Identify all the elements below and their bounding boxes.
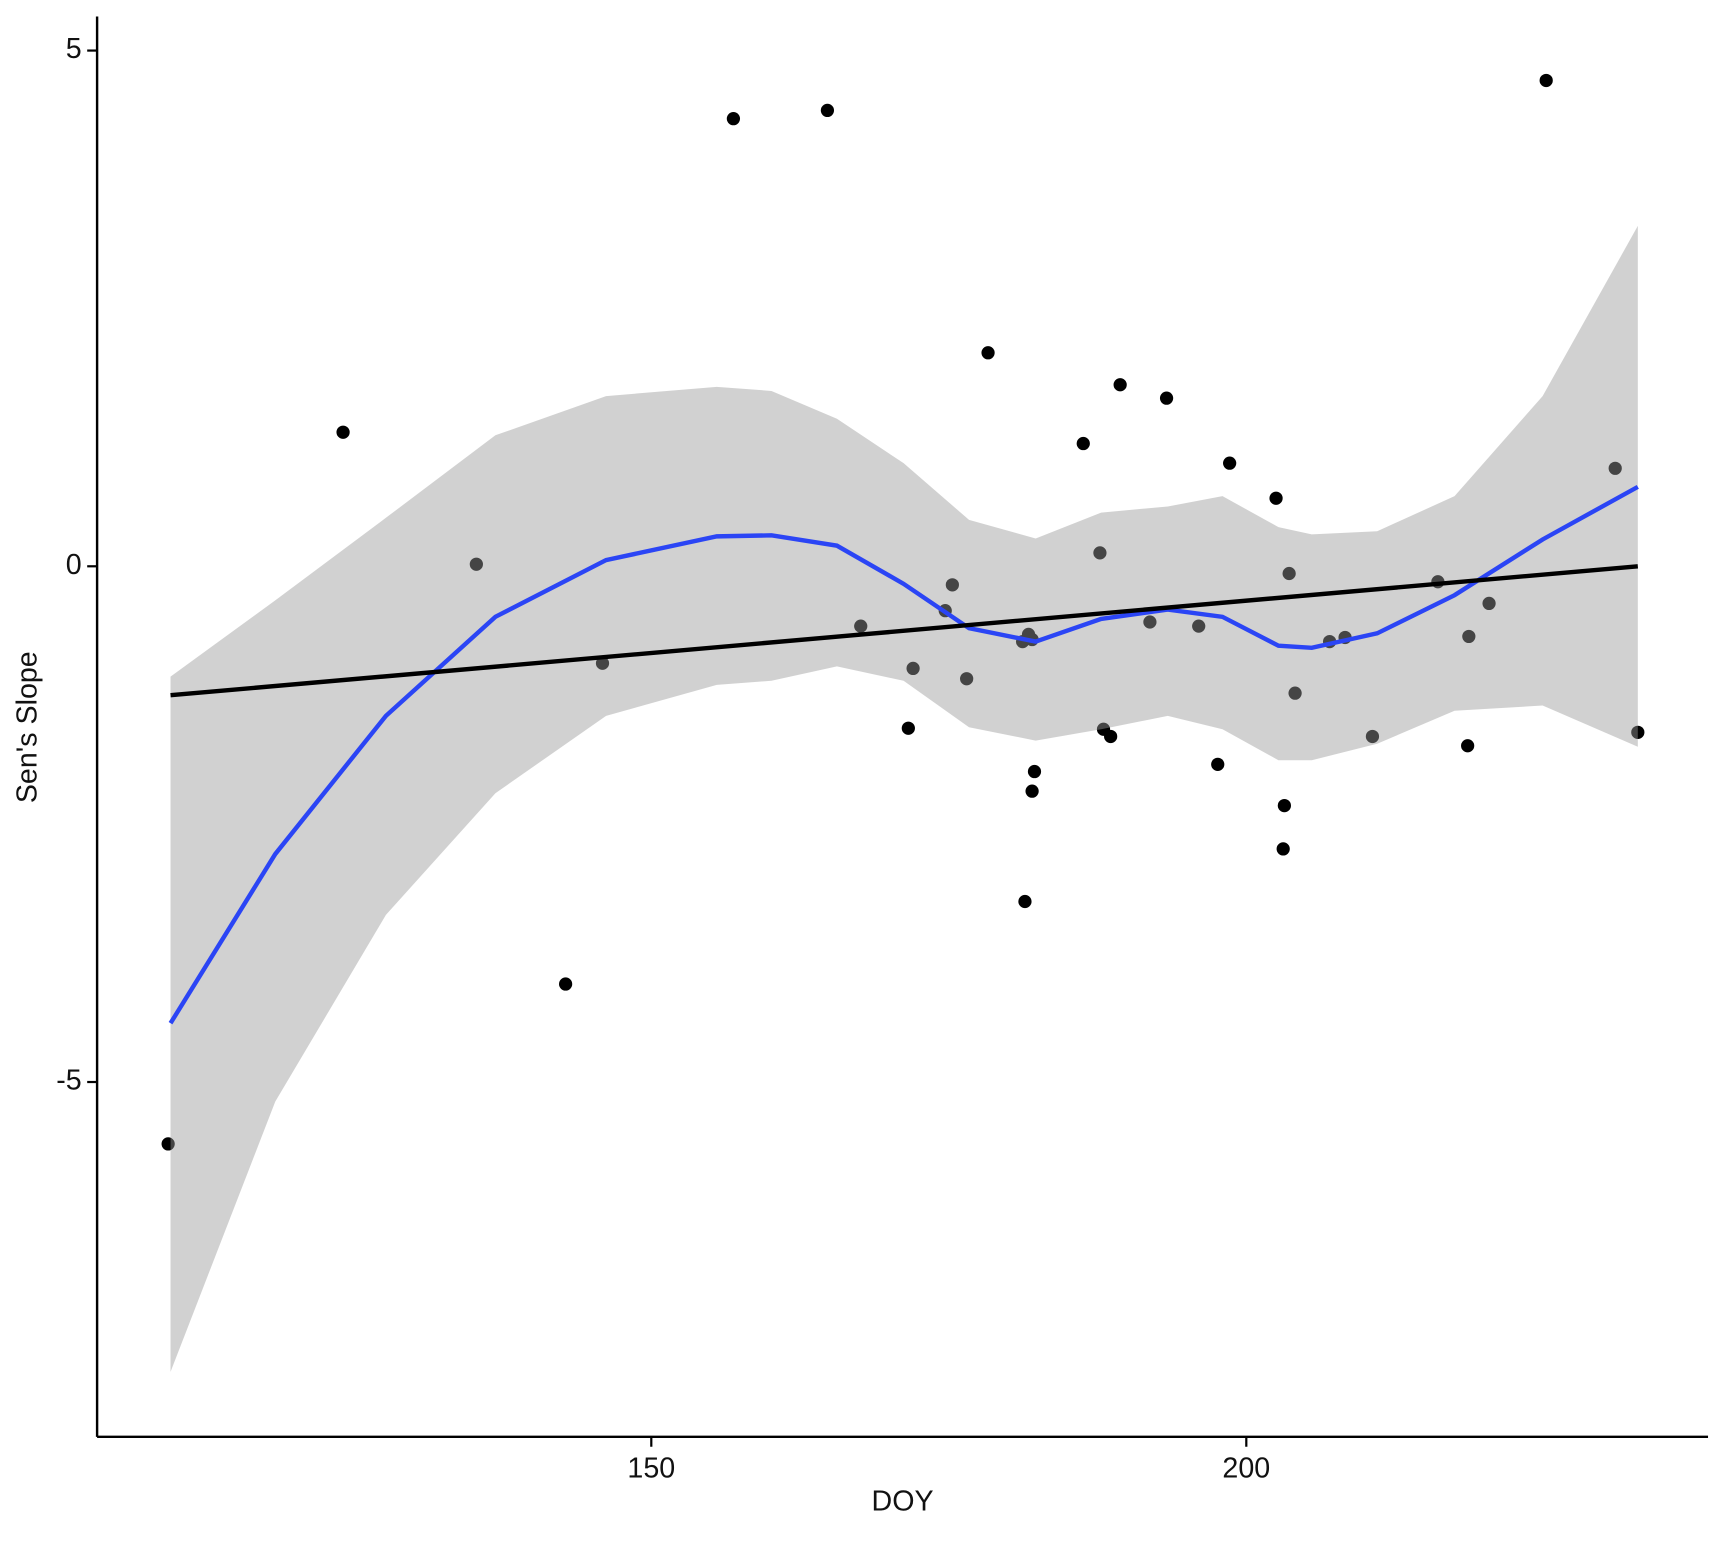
point [559, 977, 573, 991]
point [336, 425, 350, 439]
point [1076, 436, 1090, 451]
point [1608, 461, 1622, 475]
x-axis-label: DOY [872, 1486, 934, 1518]
confidence-band [170, 225, 1638, 1372]
point [1365, 729, 1380, 744]
point [1018, 894, 1032, 909]
point [1143, 615, 1157, 629]
x-tick-label: 150 [627, 1452, 675, 1484]
point [1159, 391, 1174, 405]
point [726, 112, 741, 126]
point [1223, 456, 1237, 470]
point [1093, 546, 1107, 560]
point [1104, 729, 1118, 744]
point [469, 557, 483, 571]
point [595, 656, 610, 670]
point [1282, 566, 1296, 581]
y-tick-label: -5 [56, 1065, 81, 1097]
point [1027, 764, 1042, 779]
y-tick-label: 0 [66, 549, 82, 581]
x-tick-label: 200 [1222, 1452, 1270, 1484]
line [170, 564, 1639, 698]
point [1269, 491, 1283, 505]
point [161, 1137, 175, 1151]
point [1211, 757, 1225, 771]
point [960, 672, 974, 686]
point [1539, 73, 1553, 88]
smooth-line [168, 484, 1639, 1025]
point [820, 103, 835, 118]
point [981, 346, 995, 360]
point [1192, 619, 1206, 633]
point [1025, 784, 1039, 798]
point [906, 661, 920, 676]
point [1276, 842, 1290, 856]
y-tick-label: 5 [66, 33, 82, 65]
point [1288, 686, 1302, 700]
point [1482, 596, 1496, 611]
point [1113, 378, 1127, 392]
point [1631, 725, 1645, 739]
point [945, 578, 959, 592]
point [901, 721, 915, 735]
point [1462, 629, 1476, 644]
point [854, 619, 868, 633]
point [1277, 798, 1291, 813]
point [1461, 739, 1475, 753]
y-axis-label: Sen's Slope [11, 651, 43, 803]
